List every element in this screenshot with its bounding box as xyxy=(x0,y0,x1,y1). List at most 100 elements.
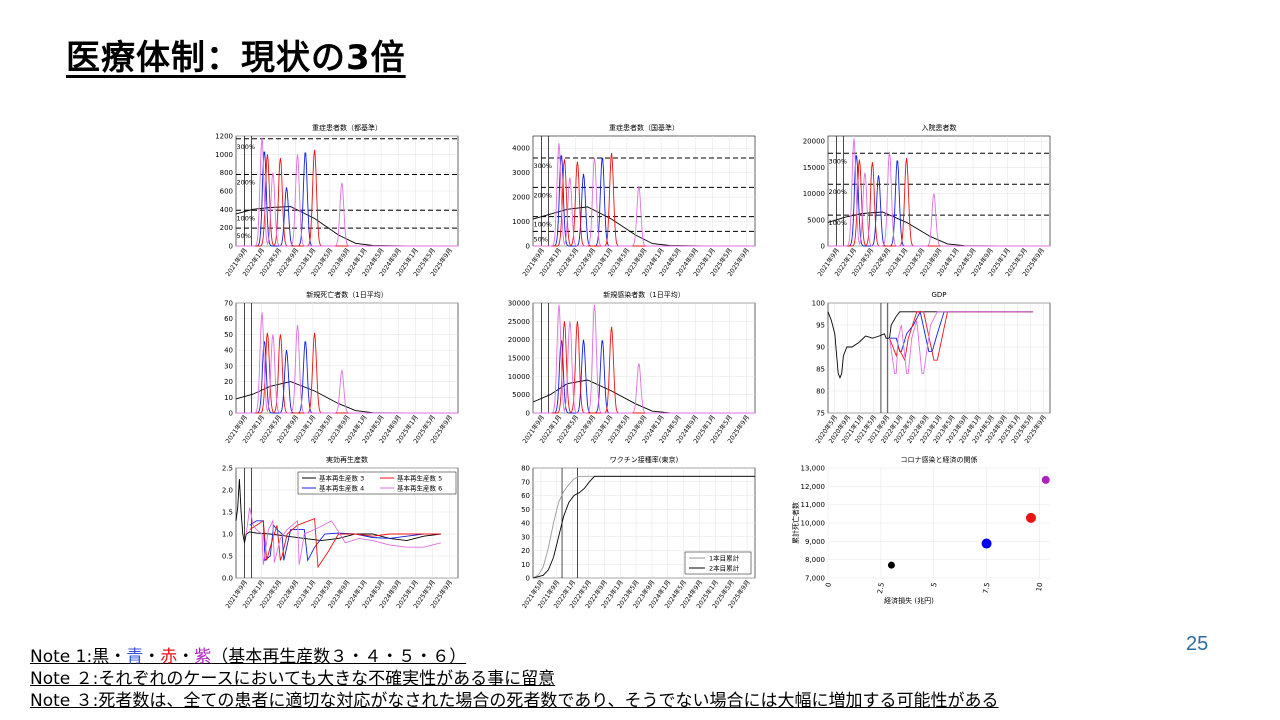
y-tick-label: 10 xyxy=(224,394,233,402)
y-tick-label: 9,000 xyxy=(805,538,825,546)
y-tick-label: 20000 xyxy=(803,138,825,146)
y-tick-label: 10,000 xyxy=(801,520,826,528)
series-line-r6 xyxy=(245,507,442,565)
y-tick-label: 0 xyxy=(229,410,233,418)
series-line-r3 xyxy=(827,311,1033,380)
note-1-segment: ・ xyxy=(177,647,195,667)
series-line-second xyxy=(532,475,755,579)
chart-svg: GDP2020年5月2020年9月2021年1月2021年5月2021年9月20… xyxy=(812,291,1051,445)
chart-svg: 新規死亡者数（1日平均）2021年9月2022年1月2022年5月2022年9月… xyxy=(223,290,459,445)
y-tick-label: 0 xyxy=(526,243,530,251)
y-tick-label: 0 xyxy=(229,243,233,251)
chart-svg: ワクチン接種率(東京)2021年5月2021年9月2022年1月2022年5月2… xyxy=(519,455,756,610)
y-tick-label: 13,000 xyxy=(801,465,826,473)
x-tick-label: 0 xyxy=(824,582,833,588)
y-tick-label: 10000 xyxy=(508,373,530,381)
chart-gdp: GDP 2020年5月 2020年9月 2021年1月 2021年5月 2021年9月 20… xyxy=(792,285,1062,465)
y-tick-label: 20 xyxy=(224,378,233,386)
y-tick-label: 12,000 xyxy=(801,483,826,491)
chart-title: GDP xyxy=(931,291,946,299)
capacity-label: 200% xyxy=(237,179,256,187)
y-tick-label: 10 xyxy=(521,561,530,569)
capacity-label: 100% xyxy=(829,219,848,227)
legend-label: 1本目累計 xyxy=(709,554,740,563)
y-tick-label: 1000 xyxy=(512,218,530,226)
series-line-r6 xyxy=(828,138,1050,247)
x-tick-label: 7.5 xyxy=(982,582,992,594)
chart-svg: 新規感染者数（1日平均）2021年9月2022年1月2022年5月2022年9月… xyxy=(508,290,756,445)
series-line-r6 xyxy=(236,312,458,414)
page-number: 25 xyxy=(1186,633,1209,655)
y-tick-label: 30 xyxy=(224,362,233,370)
chart-severe-national: 重症患者数（国基準） 2021年9月 2022年1月 2022年5月 2022年9月 20… xyxy=(497,118,767,298)
scatter-point xyxy=(981,538,992,549)
y-tick-label: 8,000 xyxy=(805,556,825,564)
series-line-r6 xyxy=(236,137,458,247)
chart-svg: 重症患者数（都基準）2021年9月2022年1月2022年5月2022年9月20… xyxy=(215,123,459,278)
y-tick-label: 20 xyxy=(521,547,530,555)
capacity-label: 300% xyxy=(237,143,256,151)
capacity-label: 100% xyxy=(237,214,256,222)
y-tick-label: 0 xyxy=(821,243,825,251)
chart-covid-economy: コロナ感染と経済の関係 0 2.5 5 7.5 10 7,000 8,000 9,000 10,0… xyxy=(791,450,1062,630)
y-tick-label: 1200 xyxy=(215,133,233,141)
y-tick-label: 4000 xyxy=(512,145,530,153)
note-3-segment: Note ３:死者数は、全ての患者に適切な対応がなされた場合の死者数であり、そう… xyxy=(30,691,999,711)
y-tick-label: 75 xyxy=(816,410,825,418)
capacity-label: 300% xyxy=(829,157,848,165)
chart-vaccination: ワクチン接種率(東京) 2021年5月 2021年9月 2022年1月 2022年5月 2… xyxy=(497,450,767,630)
chart-title: コロナ感染と経済の関係 xyxy=(901,455,978,464)
note-2: Note ２:それぞれのケースにおいても大きな不確実性がある事に留意 xyxy=(30,668,999,690)
series-line-r3 xyxy=(235,478,441,543)
y-tick-label: 25000 xyxy=(508,318,530,326)
capacity-label: 300% xyxy=(534,162,553,170)
y-tick-label: 7,000 xyxy=(805,575,825,583)
chart-svg: 重症患者数（国基準）2021年9月2022年1月2022年5月2022年9月20… xyxy=(512,123,756,278)
legend-label: 基本再生産数 4 xyxy=(319,484,364,493)
y-tick-label: 1000 xyxy=(215,151,233,159)
chart-effective-r: 実効再生産数 2021年9月 2022年1月 2022年5月 2022年9月 2023年1… xyxy=(200,450,470,630)
capacity-label: 50% xyxy=(237,232,251,240)
y-tick-label: 60 xyxy=(521,492,530,500)
note-1-segment: （基本再生産数３・４・５・６） xyxy=(211,647,467,667)
y-tick-label: 15000 xyxy=(803,164,825,172)
y-tick-label: 30000 xyxy=(508,300,530,308)
note-1-segment: ・ xyxy=(143,647,161,667)
y-tick-label: 70 xyxy=(224,300,233,308)
y-tick-label: 30 xyxy=(521,533,530,541)
note-1-segment: 黒 xyxy=(92,647,110,667)
series-line-r5 xyxy=(249,517,441,569)
chart-title: 新規死亡者数（1日平均） xyxy=(306,290,387,299)
y-tick-label: 2.0 xyxy=(222,487,233,495)
y-tick-label: 800 xyxy=(220,169,233,177)
chart-svg: コロナ感染と経済の関係 0 2.5 5 7.5 10 7,000 8,000 9,000 10,0… xyxy=(791,455,1050,605)
legend-label: 2本目累計 xyxy=(709,564,740,573)
x-tick-label: 2.5 xyxy=(876,582,886,594)
y-tick-label: 90 xyxy=(816,344,825,352)
y-tick-label: 50 xyxy=(224,331,233,339)
y-tick-label: 10000 xyxy=(803,190,825,198)
y-tick-label: 70 xyxy=(521,478,530,486)
legend-box xyxy=(297,471,457,495)
y-tick-label: 60 xyxy=(224,315,233,323)
note-1-segment: ・ xyxy=(109,647,127,667)
chart-daily-cases: 新規感染者数（1日平均） 2021年9月 2022年1月 2022年5月 2022年9月… xyxy=(497,285,767,465)
note-1-segment: 青 xyxy=(126,647,144,667)
chart-title: 重症患者数（国基準） xyxy=(609,123,679,132)
y-tick-label: 0 xyxy=(526,575,530,583)
y-tick-label: 40 xyxy=(521,520,530,528)
y-tick-label: 85 xyxy=(816,366,825,374)
scatter-point xyxy=(1041,475,1050,484)
series-line-r6 xyxy=(889,311,1033,374)
chart-daily-deaths: 新規死亡者数（1日平均） 2021年9月 2022年1月 2022年5月 2022年9月… xyxy=(200,285,470,465)
y-tick-label: 400 xyxy=(220,206,233,214)
note-1-segment: Note 1: xyxy=(30,647,93,667)
y-tick-label: 5000 xyxy=(807,216,825,224)
y-tick-label: 50 xyxy=(521,506,530,514)
y-tick-label: 600 xyxy=(220,188,233,196)
note-3: Note ３:死者数は、全ての患者に適切な対応がなされた場合の死者数であり、そう… xyxy=(30,690,999,712)
chart-title: 新規感染者数（1日平均） xyxy=(603,290,684,299)
chart-title: ワクチン接種率(東京) xyxy=(610,455,679,464)
x-tick-label: 5 xyxy=(930,582,939,588)
y-tick-label: 95 xyxy=(816,322,825,330)
